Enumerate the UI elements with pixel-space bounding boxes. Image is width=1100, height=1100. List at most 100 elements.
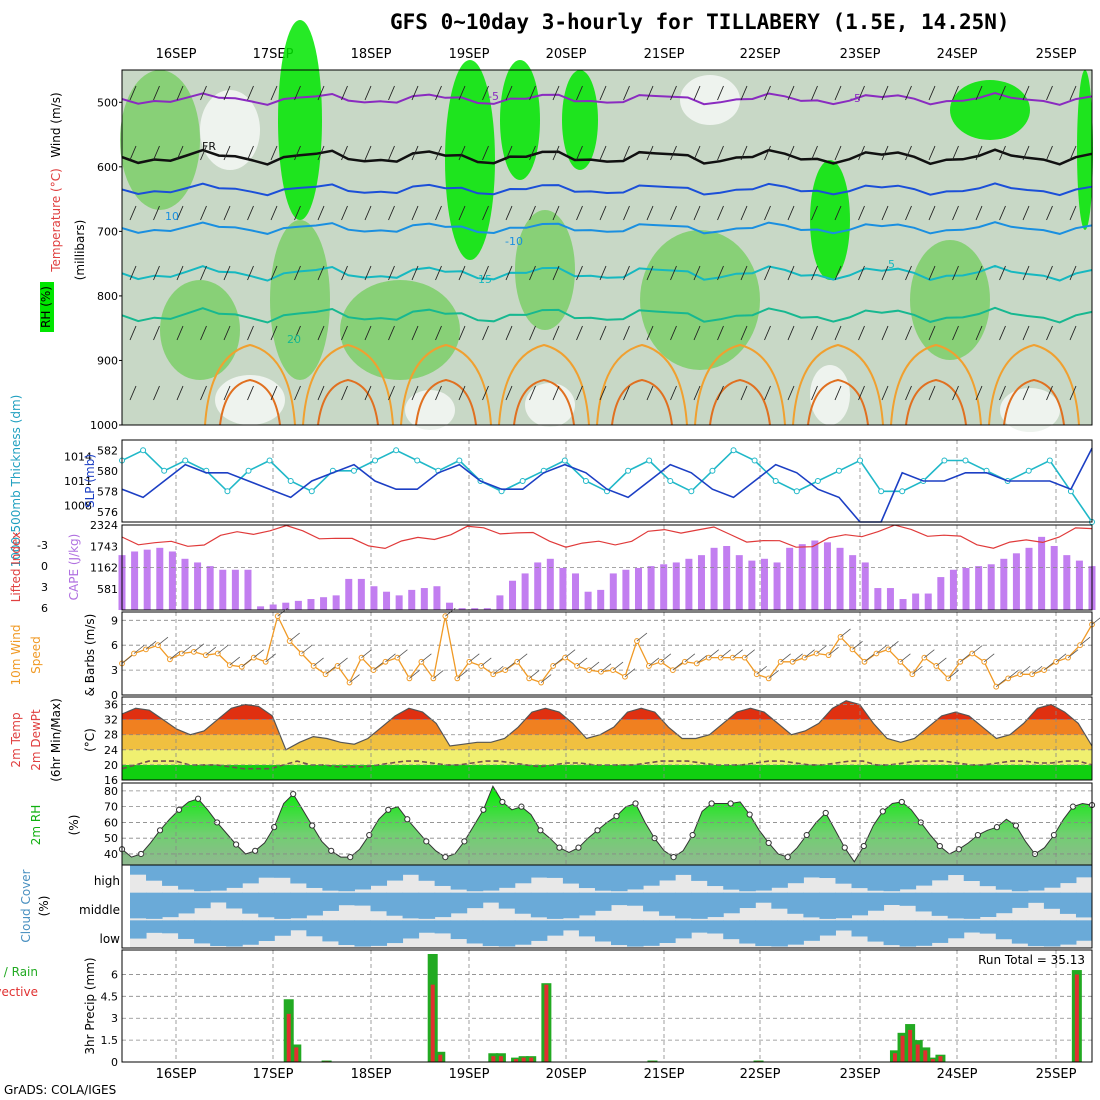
wind-barb [552, 325, 560, 341]
cape-tick: 581 [97, 583, 118, 596]
cloud-cover-bar [386, 865, 404, 881]
temp-band [122, 700, 1092, 720]
rh-dry-area [680, 75, 740, 125]
thickness-point [456, 457, 463, 464]
wind-barb [623, 85, 630, 101]
cape-bar [597, 589, 605, 610]
wind-barb [852, 641, 863, 650]
cloud-cover-bar [755, 892, 772, 903]
cloud-cover-bar [659, 920, 676, 943]
wind-barb [905, 145, 912, 161]
cloud-cover-bar [723, 865, 740, 890]
cape-bar [433, 586, 441, 610]
cloud-cover-bar [482, 892, 500, 903]
slp-panel-frame [121, 439, 1093, 523]
cape-bar [1025, 547, 1033, 610]
thickness-point [625, 467, 632, 474]
wind-barb [176, 385, 184, 401]
wind-barb [411, 385, 419, 401]
wind-barb [975, 145, 983, 161]
wind-barb [905, 85, 912, 101]
temp-band [122, 734, 1092, 750]
cloud-cover-bar [322, 892, 339, 911]
rh-moist-area [562, 70, 598, 170]
cloud-cover-bar [178, 920, 195, 939]
rh-point [613, 813, 620, 820]
pressure-tick: 900 [97, 354, 118, 367]
cloud-cover-bar [226, 920, 243, 947]
rh-moist-area [950, 80, 1030, 140]
wind-barb [811, 205, 818, 221]
rh-point [708, 800, 715, 807]
wind-barb [787, 145, 795, 161]
wind-barb [1091, 617, 1100, 625]
cloud-cover-bar [162, 865, 179, 886]
wind-barb [247, 85, 254, 101]
wind-barb [693, 325, 701, 341]
contour-label: -10 [505, 235, 523, 248]
cloud-cover-bar [947, 920, 965, 939]
wind-barb [505, 265, 513, 281]
cloud-cover-bar [322, 865, 339, 891]
wind-barb [670, 85, 677, 101]
cape-bar [483, 608, 491, 610]
wind-barb [599, 205, 607, 221]
rh-moist-area [1077, 70, 1093, 230]
thickness-point [350, 467, 357, 474]
precip-panel-frame [121, 949, 1093, 1063]
cloud-cover-bar [1043, 920, 1061, 947]
cloud-unit-label: (%) [37, 896, 51, 917]
wind-barb [623, 265, 630, 281]
wind-barb [1022, 205, 1030, 221]
wind-barb [1046, 265, 1053, 281]
wind-barb [576, 145, 583, 161]
lifted-index-tick: 3 [41, 581, 48, 594]
wind-barb [317, 145, 325, 161]
thickness-point [372, 457, 379, 464]
rh-point [689, 831, 696, 839]
cape-bar [836, 547, 844, 610]
wind-barb [223, 385, 231, 401]
rh-point [175, 806, 183, 813]
cape-bar [1050, 545, 1058, 610]
cloud-cover-bar [643, 892, 660, 912]
wind-barb [364, 265, 372, 281]
wind-barb [223, 265, 231, 281]
cross-section-frame [121, 69, 1093, 426]
cloud-cover-bar [418, 892, 436, 919]
wind-barb [385, 653, 396, 663]
wind-barb [349, 674, 360, 683]
wind-barb [744, 649, 755, 658]
rh-point [670, 854, 677, 861]
wind-barb [1069, 205, 1077, 221]
cloud-cover-bar [691, 865, 708, 881]
wind-barb [1067, 649, 1079, 658]
temp-tick: 20 [104, 759, 118, 772]
wind-barb [840, 628, 851, 638]
chart-title: GFS 0~10day 3-hourly for TILLABERY (1.5E… [390, 10, 1010, 34]
cape-bar [420, 588, 428, 610]
wind-barb [337, 657, 348, 667]
cloud-cover-bar [290, 920, 307, 931]
top-date-label: 22SEP [739, 47, 781, 62]
temp-axis-label-3: (6hr Min/Max) [49, 698, 63, 782]
freezing-level [121, 148, 1093, 166]
wind-barb [200, 205, 207, 221]
cloud-cover-bar [386, 920, 404, 944]
isotherm-warm [204, 343, 296, 426]
wind-barb [646, 85, 654, 101]
isotherm-hot [513, 378, 575, 426]
wind-barb [881, 265, 889, 281]
wind-barb [388, 325, 395, 341]
cape-bar [320, 597, 328, 610]
precip-convective-bar [938, 1056, 943, 1062]
wind-barb [364, 145, 372, 161]
cloud-cover-bar [562, 920, 580, 931]
cloud-cover-bar [370, 865, 388, 886]
rh-moist-area [270, 220, 330, 380]
wind-barb [858, 325, 865, 341]
wind-barb [1046, 85, 1053, 101]
wind-barb [811, 145, 818, 161]
cape-bar [710, 547, 718, 610]
cloud-cover-bar [546, 865, 564, 878]
